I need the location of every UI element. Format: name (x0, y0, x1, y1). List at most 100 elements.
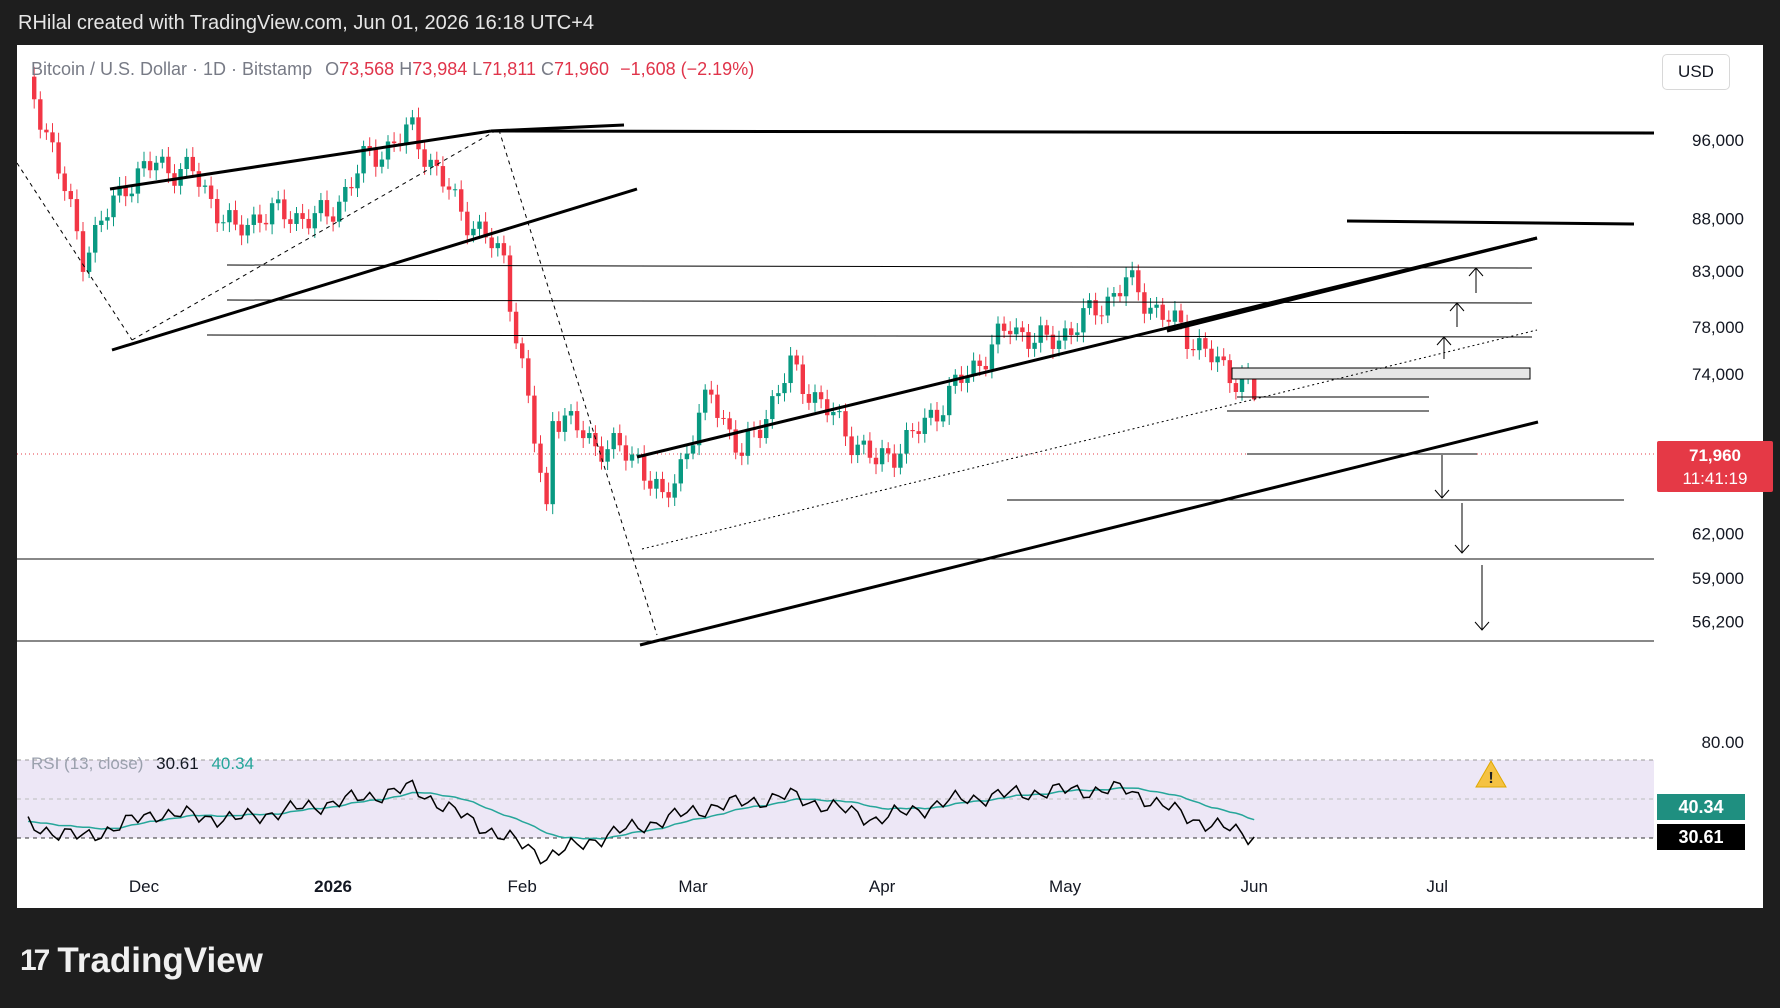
candle-body (947, 385, 952, 416)
candle-body (599, 446, 604, 462)
candle-body (93, 224, 98, 253)
candle-body (562, 415, 568, 432)
rsi-line (27, 779, 1255, 865)
dashed-trend-up-1 (131, 129, 498, 341)
rsi-axis-tick-label: 80.00 (1701, 733, 1744, 752)
candle-body (1215, 356, 1220, 363)
candle-body (276, 199, 281, 204)
candle-body (99, 220, 104, 225)
candle-body (422, 149, 427, 167)
candle-body (32, 76, 37, 100)
candle-body (520, 343, 525, 359)
candle-body (794, 355, 799, 365)
candle-body (1123, 277, 1129, 297)
candle-body (489, 237, 494, 249)
candle-body (1026, 332, 1031, 349)
candle-body (727, 418, 732, 430)
target-arrow-up-1-head (1436, 336, 1452, 346)
candle-body (446, 186, 452, 190)
candle-body (1178, 310, 1184, 323)
top-resistance-stub (490, 123, 625, 133)
candle-body (1087, 300, 1092, 309)
candle-body (715, 394, 720, 418)
candle-body (1203, 338, 1208, 349)
candle-body (459, 189, 464, 212)
candle-body (843, 411, 848, 437)
candle-body (1117, 293, 1123, 297)
chart-panel[interactable]: ! 96,00088,00083,00078,00074,00066,00062… (17, 45, 1773, 908)
symbol-legend[interactable]: Bitcoin / U.S. Dollar · 1D · Bitstamp O7… (31, 59, 754, 80)
time-axis-tick-label: May (1049, 877, 1082, 896)
price-axis-tick-label: 56,200 (1692, 613, 1744, 632)
chart-canvas[interactable]: ! 96,00088,00083,00078,00074,00066,00062… (17, 45, 1763, 908)
candle-body (141, 161, 147, 169)
candle-body (324, 200, 330, 217)
price-axis-tick-label: 74,000 (1692, 365, 1744, 384)
candle-body (703, 389, 708, 413)
candle-body (654, 478, 659, 489)
candle-body (1069, 328, 1074, 335)
candle-body (1239, 374, 1245, 392)
candle-body (129, 193, 134, 197)
candle-body (611, 433, 616, 450)
time-axis[interactable]: Dec 2026 Feb Mar Apr May Jun Jul (129, 877, 1448, 896)
level-line-83500 (226, 299, 1533, 304)
candle-body (904, 429, 909, 454)
candle-body (196, 171, 202, 187)
candle-body (934, 409, 940, 422)
top-resistance-line (490, 129, 1655, 135)
candle-body (312, 213, 317, 229)
candle-body (574, 411, 580, 431)
candle-body (452, 189, 458, 191)
candle-body (44, 129, 49, 133)
candle-body (263, 222, 269, 225)
currency-button[interactable]: USD (1662, 54, 1730, 90)
candle-body (147, 161, 153, 171)
candle-body (227, 210, 232, 223)
symbol-name: Bitcoin / U.S. Dollar · 1D · Bitstamp (31, 59, 313, 79)
candle-body (764, 419, 769, 439)
candle-body (806, 394, 812, 403)
candle-body (385, 141, 391, 160)
candle-body (50, 132, 55, 143)
price-axis-tick-label: 59,000 (1692, 569, 1744, 588)
candle-body (678, 459, 683, 484)
candle-body (672, 483, 677, 498)
candle-body (184, 156, 189, 170)
candle-body (330, 216, 336, 222)
candle-body (867, 440, 873, 458)
candle-body (1105, 296, 1110, 316)
candle-body (282, 199, 287, 220)
warning-icon[interactable]: ! (1475, 759, 1507, 788)
candle-body (391, 141, 397, 144)
candle-body (1001, 323, 1007, 331)
candle-body (1050, 334, 1056, 349)
candle-body (1166, 319, 1171, 322)
candle-body (812, 392, 818, 403)
price-axis-tick-label: 96,000 (1692, 131, 1744, 150)
candle-body (696, 412, 702, 446)
candle-body (361, 146, 366, 174)
tradingview-brand[interactable]: 17 TradingView (20, 941, 263, 981)
candle-body (318, 200, 324, 214)
tradingview-logo-icon: 17 (20, 944, 50, 977)
candle-body (629, 454, 635, 461)
candle-body (208, 185, 214, 199)
rsi-legend[interactable]: RSI (13, close) 30.61 40.34 (31, 754, 254, 774)
candle-body (501, 243, 507, 256)
candle-body (898, 453, 903, 468)
time-axis-tick-label: 2026 (314, 877, 352, 896)
time-axis-tick-label: Dec (129, 877, 160, 896)
candle-body (117, 185, 122, 196)
candle-body (861, 440, 866, 445)
candle-body (440, 166, 446, 187)
candle-body (886, 448, 891, 454)
channel-lower-line (639, 420, 1539, 647)
candle-body (1233, 383, 1239, 392)
time-axis-tick-label: Mar (678, 877, 708, 896)
candle-body (983, 365, 988, 370)
candle-body (1148, 307, 1153, 314)
candle-body (428, 159, 433, 167)
target-arrow-down-2-head (1454, 544, 1470, 554)
candle-body (989, 344, 995, 370)
